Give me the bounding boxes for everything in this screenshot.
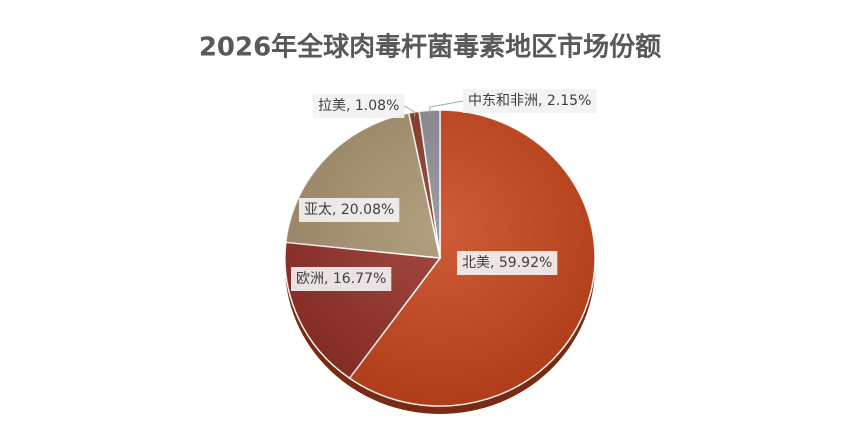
label-box (457, 251, 558, 275)
label-box (291, 267, 392, 291)
labels: 北美, 59.92% 欧洲, 16.77% 亚太, 20.08% 拉美, 1.08% 中… (291, 89, 597, 291)
data-label: 亚太, 20.08% (304, 202, 394, 218)
data-label: 拉美, 1.08% (318, 98, 399, 114)
leader-line (404, 105, 416, 117)
label-box (299, 198, 400, 222)
leader-line (429, 100, 464, 115)
label-box (463, 89, 597, 113)
data-label: 北美, 59.92% (462, 255, 552, 271)
data-label: 欧洲, 16.77% (296, 271, 386, 287)
label-box (313, 94, 405, 118)
data-label: 中东和非洲, 2.15% (468, 93, 591, 109)
chart-title: 2026年全球肉毒杆菌毒素地区市场份额 (199, 32, 661, 63)
